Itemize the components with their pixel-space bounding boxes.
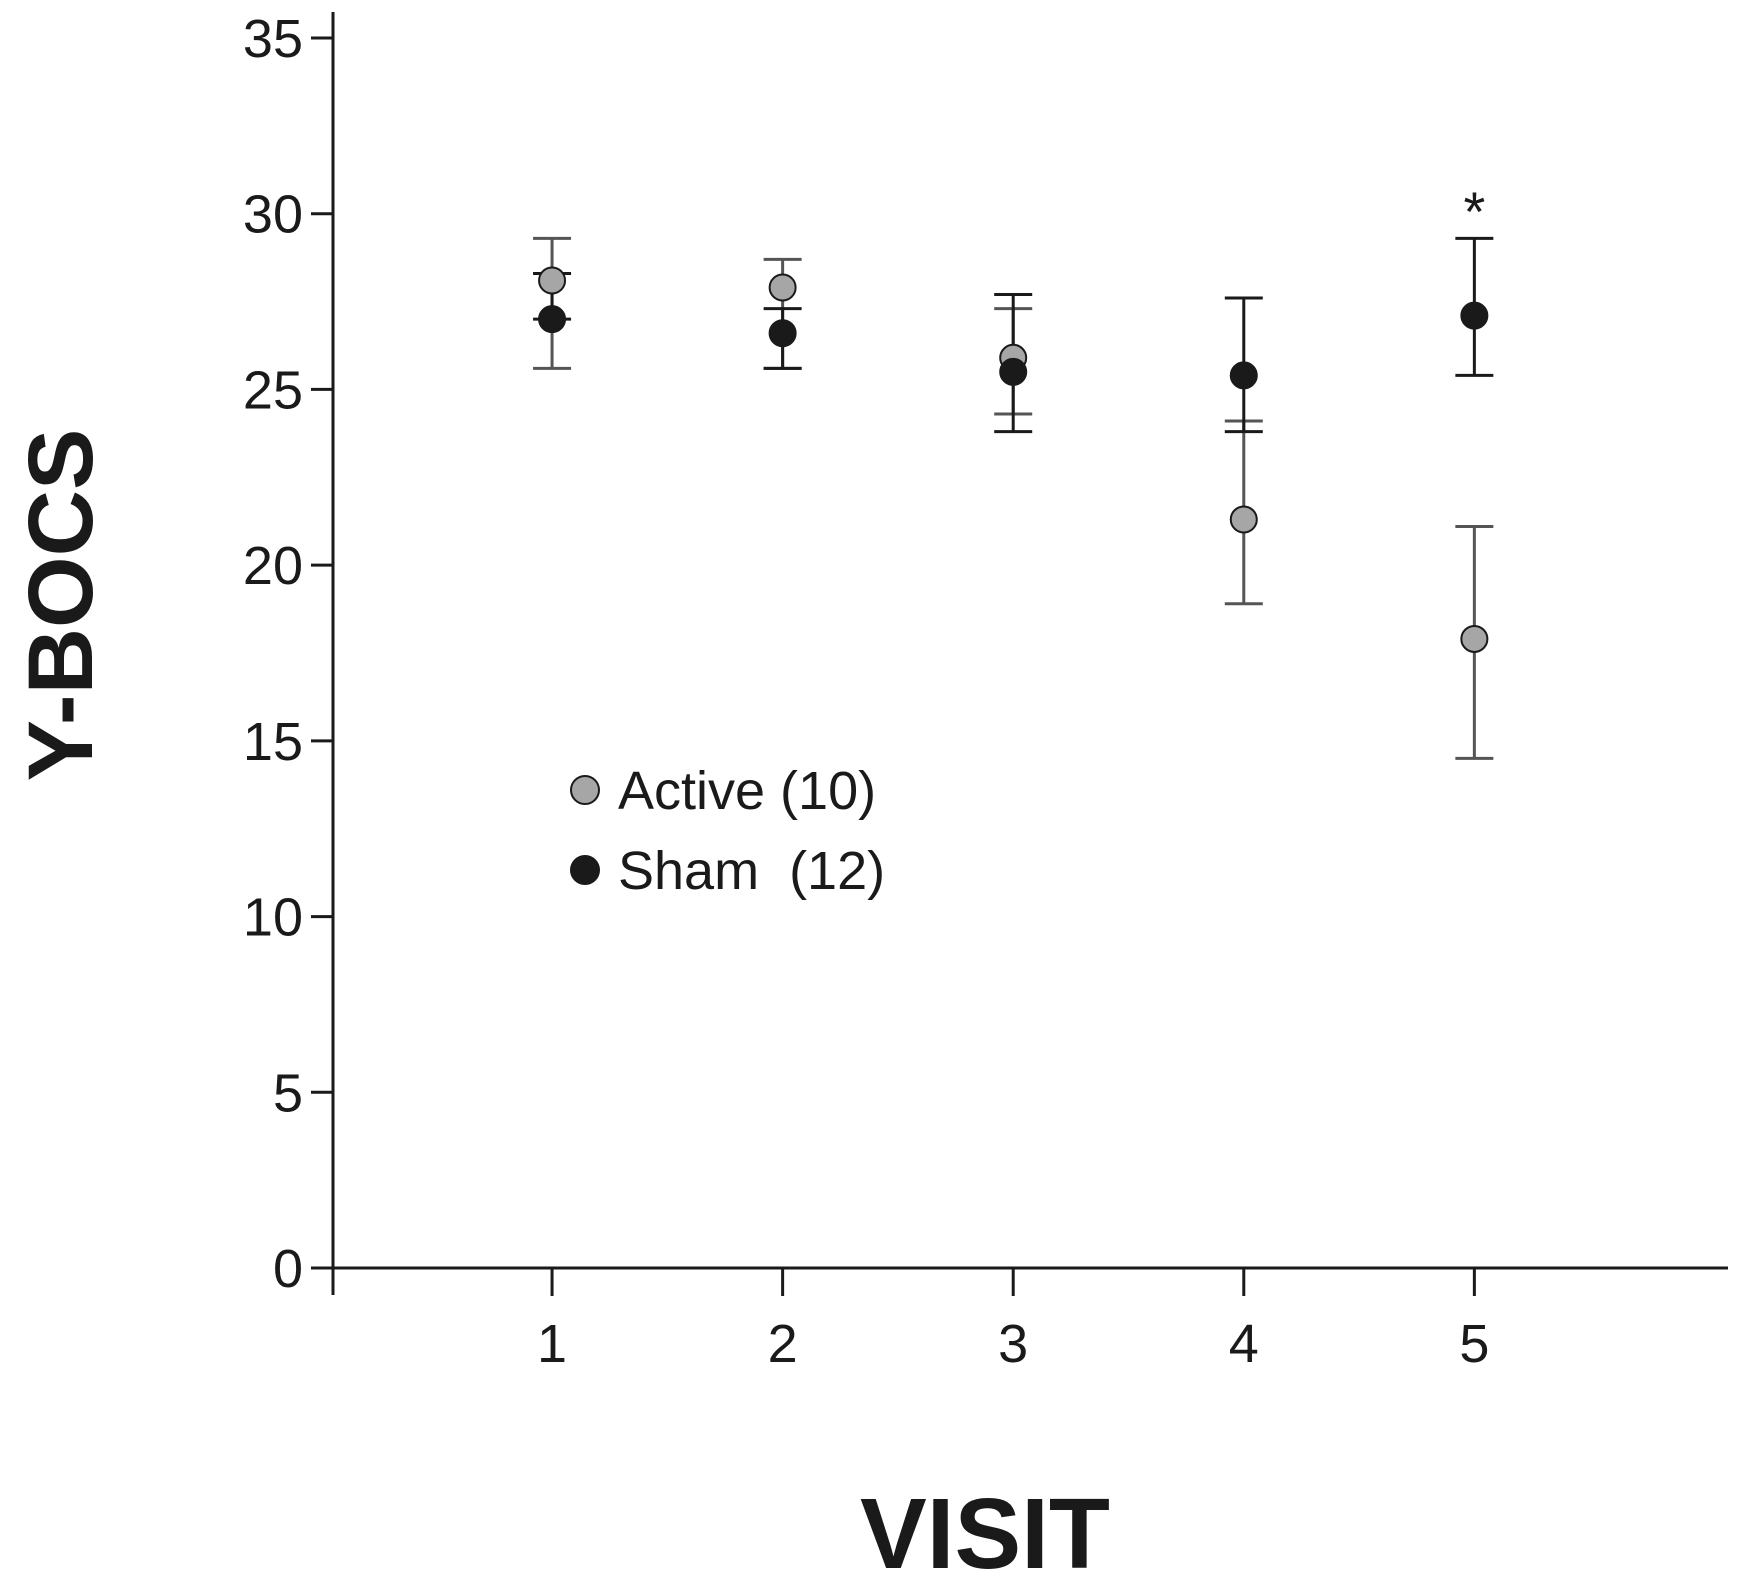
sham-point [1229,361,1258,390]
x-tick-label: 5 [1459,1314,1489,1374]
y-tick-label: 0 [273,1239,303,1299]
legend-label: Active (10) [618,761,876,821]
y-tick-label: 5 [273,1063,303,1123]
y-axis-title: Y-BOCS [10,429,112,782]
x-axis-title: VISIT [860,1478,1110,1590]
sham-point [538,305,567,334]
data-points [538,266,1489,653]
sham-point [1460,301,1489,330]
significance-marker: * [1463,180,1485,243]
y-tick-label: 20 [243,536,303,596]
legend: Active (10) Sham (12) [570,761,885,901]
y-tick-label: 15 [243,712,303,772]
legend-marker [570,855,600,885]
active-point [1460,624,1489,653]
y-tick-label: 30 [243,185,303,245]
tick-labels: 0 5 10 15 20 25 30 35 1 2 3 4 5 * [243,9,1489,1374]
y-tick-label: 25 [243,360,303,420]
active-point [1229,505,1258,534]
x-tick-label: 2 [768,1314,798,1374]
y-tick-label: 35 [243,9,303,69]
tick-marks [311,36,1476,1296]
active-point [768,273,797,302]
axes [331,12,1728,1295]
x-tick-label: 4 [1229,1314,1259,1374]
x-tick-label: 1 [537,1314,567,1374]
legend-label: Sham (12) [618,841,885,901]
y-tick-label: 10 [243,888,303,948]
legend-marker [570,775,600,805]
active-point [538,266,567,295]
sham-point [999,357,1028,386]
error-bars [533,236,1494,760]
sham-point [768,319,797,348]
x-tick-label: 3 [998,1314,1028,1374]
